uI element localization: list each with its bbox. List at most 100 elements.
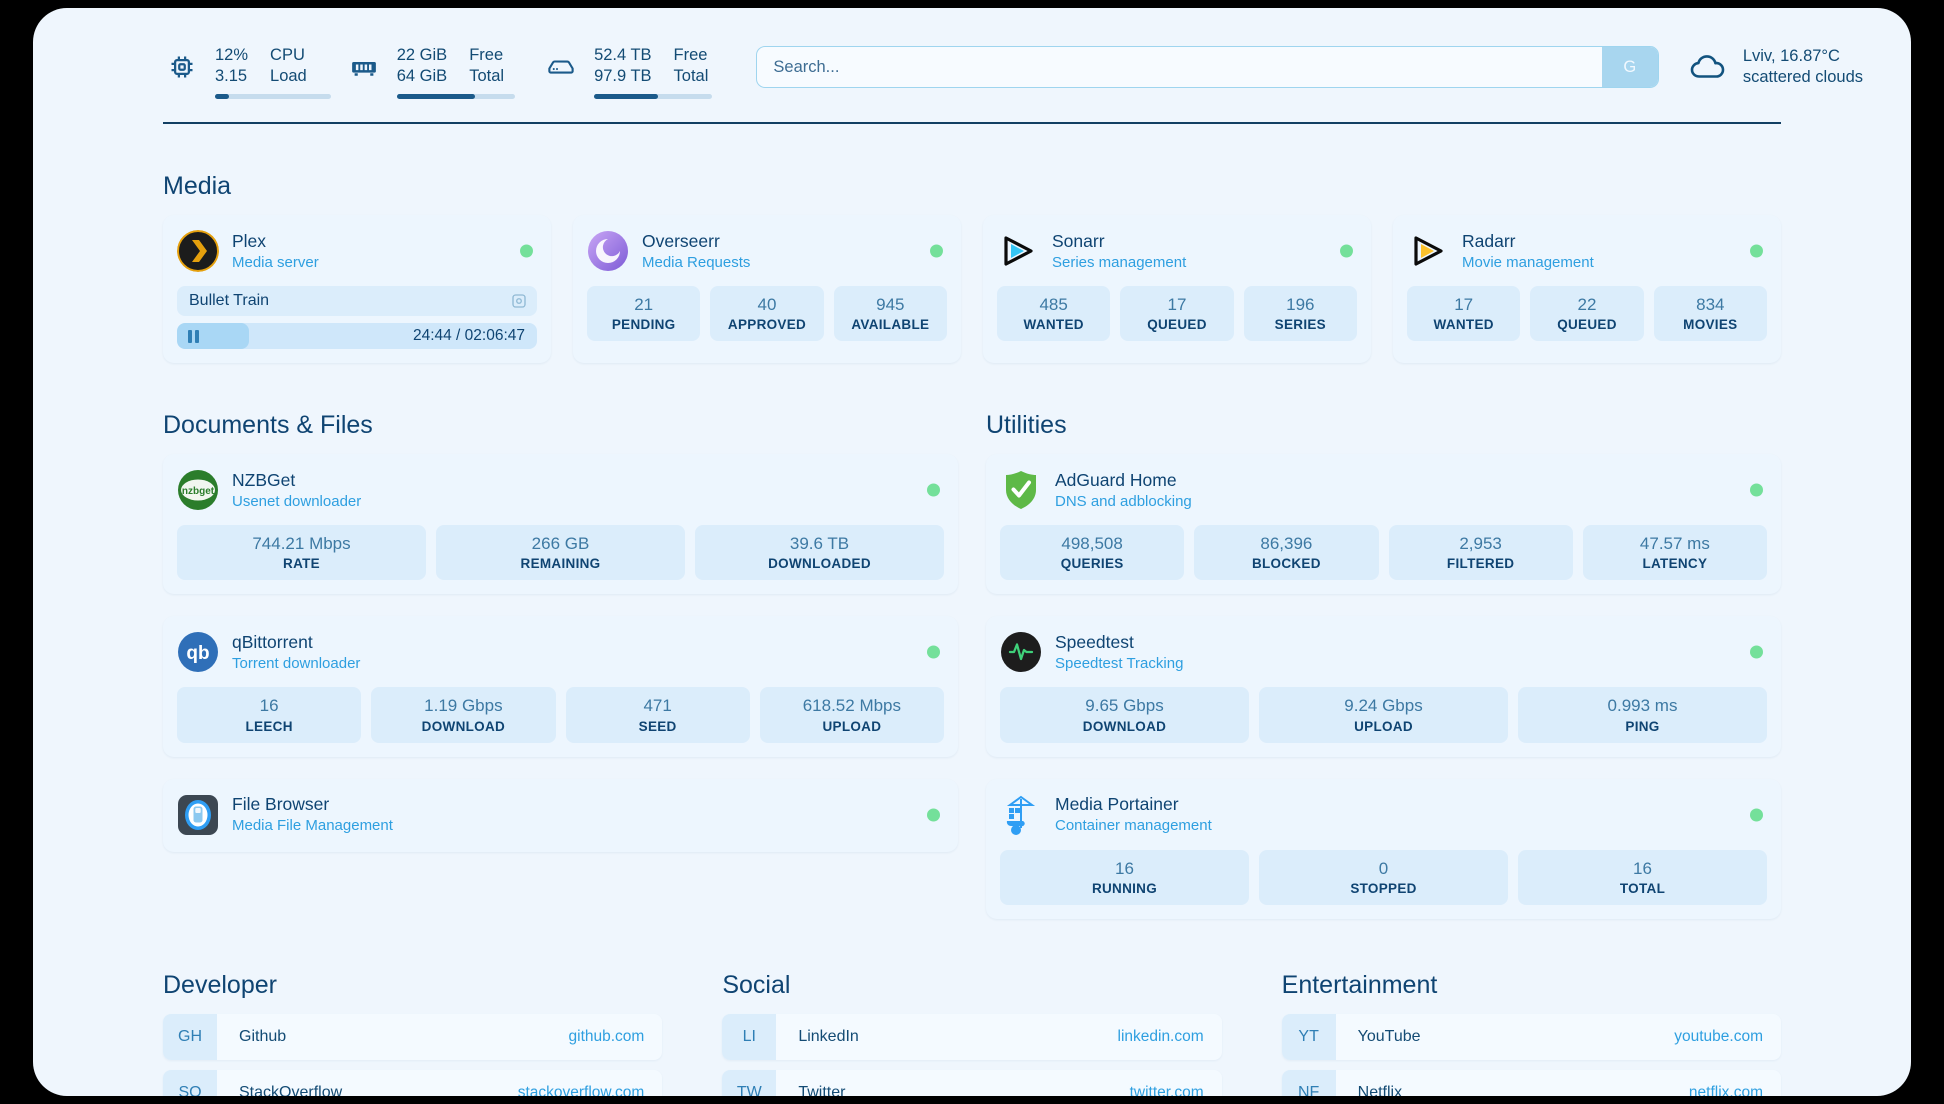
status-badge <box>1340 244 1353 258</box>
bookmark-item[interactable]: YT YouTube youtube.com <box>1281 1013 1781 1060</box>
bookmark-item[interactable]: GH Github github.com <box>163 1013 663 1060</box>
weather-condition: scattered clouds <box>1742 68 1863 86</box>
stat-label: PING <box>1625 718 1660 734</box>
service-subtitle: Usenet downloader <box>232 492 362 510</box>
pause-icon[interactable] <box>188 329 199 343</box>
playback-time: 24:44 / 02:06:47 <box>412 327 525 344</box>
card-header: qb qBittorrent Torrent downloader <box>177 629 944 675</box>
status-bar: 12% 3.15 CPU Load <box>33 8 1911 100</box>
bookmark-name: YouTube <box>1357 1027 1421 1045</box>
section-title-utilities: Utilities <box>986 411 1067 439</box>
bookmark-abbr: TW <box>722 1069 777 1096</box>
stat-label: RUNNING <box>1091 880 1158 896</box>
service-card-adguard-home[interactable]: AdGuard Home DNS and adblocking 498,508 … <box>986 454 1781 595</box>
stat-value: 498,508 <box>1061 534 1123 553</box>
stat-group: 485 WANTED 17 QUEUED 196 SERIES <box>997 286 1357 342</box>
bookmark-item[interactable]: NF Netflix netflix.com <box>1281 1069 1781 1096</box>
cast-icon[interactable] <box>511 293 527 309</box>
status-badge <box>927 808 940 821</box>
stat-label: LATENCY <box>1642 556 1708 572</box>
stat-value: 2,953 <box>1459 534 1502 553</box>
memory-label-top: Free <box>469 46 504 64</box>
service-card-radarr[interactable]: Radarr Movie management 17 WANTED 22 QUE… <box>1393 215 1781 363</box>
bookmark-name: Netflix <box>1357 1083 1403 1096</box>
stat-label: QUEUED <box>1147 317 1207 333</box>
stat-value: 196 <box>1286 295 1315 314</box>
dashboard-page: 12% 3.15 CPU Load <box>33 8 1911 1096</box>
header-divider <box>163 122 1781 124</box>
disk-total-value: 97.9 TB <box>594 67 652 86</box>
card-header: Overseerr Media Requests <box>587 228 947 274</box>
stat-value: 17 <box>1167 295 1187 314</box>
stat-value: 16 <box>1633 858 1652 878</box>
stat-value: 16 <box>1115 858 1134 878</box>
service-card-overseerr[interactable]: Overseerr Media Requests 21 PENDING 40 A… <box>573 215 961 363</box>
stat-label: REMAINING <box>520 556 601 572</box>
search-provider-button[interactable]: G <box>1601 47 1658 87</box>
stat-label: UPLOAD <box>1354 718 1413 734</box>
disk-icon <box>542 45 580 89</box>
stat-item: 0.993 ms PING <box>1518 687 1767 743</box>
bookmark-url: github.com <box>568 1027 645 1045</box>
stat-item: 2,953 FILTERED <box>1388 525 1573 581</box>
service-card-qbittorrent[interactable]: qb qBittorrent Torrent downloader 16 LEE… <box>163 616 958 757</box>
card-header: File Browser Media File Management <box>177 792 944 838</box>
bookmark-abbr: LI <box>722 1013 777 1060</box>
status-badge <box>927 645 940 659</box>
bookmark-item[interactable]: TW Twitter twitter.com <box>722 1069 1222 1096</box>
stat-item: 86,396 BLOCKED <box>1194 525 1379 581</box>
cpu-usage-value: 12% <box>215 46 249 64</box>
plex-icon <box>177 230 219 272</box>
stat-value: 22 <box>1577 295 1597 314</box>
service-name: NZBGet <box>232 469 296 490</box>
service-subtitle: Media server <box>232 253 319 271</box>
service-name: qBittorrent <box>232 632 313 653</box>
memory-total-value: 64 GiB <box>396 67 448 86</box>
bookmark-name: LinkedIn <box>798 1027 859 1045</box>
service-card-speedtest[interactable]: Speedtest Speedtest Tracking 9.65 Gbps D… <box>986 616 1781 757</box>
stat-item: 21 PENDING <box>587 286 701 342</box>
service-card-file-browser[interactable]: File Browser Media File Management <box>163 778 958 852</box>
status-badge <box>1750 808 1763 821</box>
service-card-media-portainer[interactable]: Media Portainer Container management 16 … <box>986 778 1781 919</box>
search-bar[interactable]: G <box>756 46 1659 88</box>
service-card-plex[interactable]: Plex Media server Bullet Train <box>163 215 551 363</box>
stat-value: 744.21 Mbps <box>252 534 351 553</box>
service-card-nzbget[interactable]: nzbget NZBGet Usenet downloader 744.21 M… <box>163 454 958 595</box>
bookmark-abbr: NF <box>1281 1069 1336 1096</box>
stat-label: PENDING <box>611 317 676 333</box>
stat-label: SEED <box>638 718 677 734</box>
stat-label: UPLOAD <box>822 718 882 734</box>
memory-icon <box>345 45 383 89</box>
service-card-sonarr[interactable]: Sonarr Series management 485 WANTED 17 Q… <box>983 215 1371 363</box>
weather-widget: Lviv, 16.87°C scattered clouds <box>1687 46 1871 89</box>
stat-group: 16 LEECH 1.19 Gbps DOWNLOAD 471 SEED 6 <box>177 687 944 743</box>
playback-progress-bar[interactable]: 24:44 / 02:06:47 <box>177 323 537 349</box>
stat-label: WANTED <box>1433 317 1494 333</box>
stat-item: 266 GB REMAINING <box>436 525 685 581</box>
service-name: Speedtest <box>1055 632 1134 653</box>
overseerr-icon <box>587 230 629 272</box>
service-subtitle: Media File Management <box>232 817 393 835</box>
search-input[interactable] <box>757 47 1602 87</box>
card-header: Speedtest Speedtest Tracking <box>1000 629 1767 675</box>
stat-label: DOWNLOAD <box>1082 718 1167 734</box>
stat-label: BLOCKED <box>1251 556 1321 572</box>
stat-value: 21 <box>634 295 654 314</box>
card-header: Radarr Movie management <box>1407 228 1767 274</box>
stat-item: 618.52 Mbps UPLOAD <box>759 687 944 743</box>
service-subtitle: DNS and adblocking <box>1055 492 1192 510</box>
stat-label: SERIES <box>1274 317 1326 333</box>
card-header: Plex Media server <box>177 228 537 274</box>
stat-label: QUEUED <box>1557 317 1617 333</box>
dashboard-content: Media Plex Media server <box>33 172 1911 1096</box>
card-header: Sonarr Series management <box>997 228 1357 274</box>
stat-item: 17 QUEUED <box>1120 286 1234 342</box>
bookmark-item[interactable]: SO StackOverflow stackoverflow.com <box>163 1069 663 1096</box>
svg-text:qb: qb <box>186 643 209 664</box>
now-playing-title-bar: Bullet Train <box>177 286 537 316</box>
stat-group: 16 RUNNING 0 STOPPED 16 TOTAL <box>1000 849 1767 905</box>
bookmark-url: stackoverflow.com <box>517 1083 645 1096</box>
bookmark-item[interactable]: LI LinkedIn linkedin.com <box>722 1013 1222 1060</box>
stat-item: 22 QUEUED <box>1530 286 1644 342</box>
